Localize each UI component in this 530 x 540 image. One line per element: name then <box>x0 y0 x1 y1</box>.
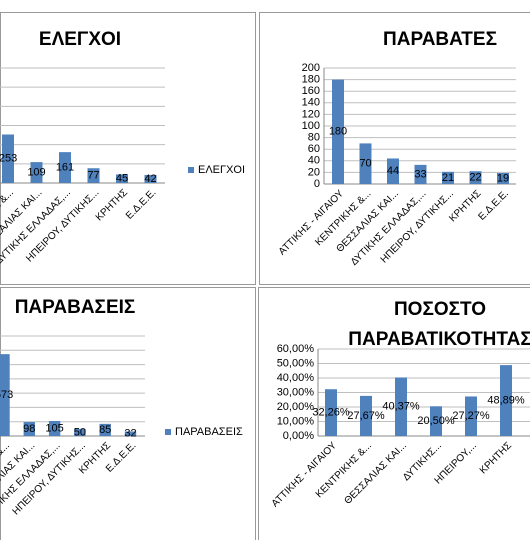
data-label: 19 <box>497 172 509 184</box>
data-label: 48,89% <box>487 394 525 406</box>
y-tick-label: 40 <box>308 155 320 167</box>
chart-title: ΠΑΡΑΒΑΣΕΙΣ <box>15 297 136 318</box>
panel <box>0 287 256 540</box>
chart-title: ΠΟΣΟΣΤΟ <box>394 299 486 320</box>
y-tick-label: 20,00% <box>277 401 315 413</box>
y-tick-label: 40,00% <box>277 372 315 384</box>
bar <box>497 172 509 184</box>
data-label: 32 <box>124 428 136 440</box>
data-label: 109 <box>27 166 45 178</box>
chart-title: ΠΑΡΑΒΑΤΕΣ <box>383 29 497 50</box>
legend-swatch <box>188 167 194 173</box>
chart-title: ΠΑΡΑΒΑΤΙΚΟΤΗΤΑΣ <box>348 329 530 350</box>
bar <box>387 158 399 184</box>
y-tick-label: 180 <box>302 74 320 86</box>
data-label: 85 <box>99 424 111 436</box>
x-tick-label: Ε.Δ.Ε.Ε. <box>476 188 511 223</box>
panel <box>258 287 530 540</box>
data-label: 22 <box>469 172 481 184</box>
bar <box>414 164 427 184</box>
y-tick-label: 30,00% <box>277 386 315 398</box>
y-tick-label: 120 <box>302 108 320 120</box>
bar <box>144 174 157 183</box>
x-tick-label: ΑΤΤΙΚΗΣ - ΑΙΓΑΙΟΥ <box>270 440 339 509</box>
bar <box>124 431 137 436</box>
data-label: 32,26% <box>312 407 350 419</box>
y-tick-label: 200 <box>302 62 320 74</box>
y-tick-label: 100 <box>302 120 320 132</box>
chart-title: ΕΛΕΓΧΟΙ <box>39 29 121 50</box>
y-tick-label: 10,00% <box>277 415 315 427</box>
data-label: 180 <box>329 126 347 138</box>
y-tick-label: 80 <box>308 132 320 144</box>
legend-label: ΠΑΡΑΒΑΣΕΙΣ <box>175 426 243 438</box>
data-label: 77 <box>87 170 99 182</box>
bar <box>442 171 454 184</box>
x-tick-label: Ε.Δ.Ε.Ε. <box>124 187 159 222</box>
data-label: 21 <box>442 172 454 184</box>
data-label: 161 <box>56 161 74 173</box>
x-tick-label: ΘΕΣΣΑΛΙΑΣ ΚΑΙ... <box>342 440 408 506</box>
data-label: 20,50% <box>417 415 455 427</box>
y-tick-label: 60,00% <box>277 343 315 355</box>
data-label: 40,37% <box>382 401 420 413</box>
data-label: 44 <box>387 165 399 177</box>
data-label: 27,67% <box>347 410 385 422</box>
data-label: 253 <box>0 153 17 165</box>
data-label: 573 <box>0 389 13 401</box>
y-tick-label: 50,00% <box>277 357 315 369</box>
bar <box>325 389 337 436</box>
data-label: 98 <box>23 423 35 435</box>
bar <box>395 377 407 436</box>
y-tick-label: 0 <box>314 178 320 190</box>
legend-swatch <box>165 429 171 435</box>
bar <box>2 134 14 183</box>
x-tick-label: ΚΡΗΤΗΣ <box>478 440 514 476</box>
bar <box>30 162 43 183</box>
bar <box>87 168 100 183</box>
bar <box>48 421 61 436</box>
bar <box>360 395 372 436</box>
bar <box>500 365 512 436</box>
y-tick-label: 140 <box>302 97 320 109</box>
data-label: 27,27% <box>452 410 490 422</box>
bar <box>59 152 71 183</box>
y-tick-label: 60 <box>308 143 320 155</box>
bar <box>469 171 482 184</box>
data-label: 42 <box>144 173 156 185</box>
y-tick-label: 0,00% <box>283 430 314 442</box>
bar <box>359 143 372 184</box>
panel <box>0 12 256 285</box>
bar <box>430 406 442 436</box>
y-tick-label: 160 <box>302 85 320 97</box>
x-tick-label: ΚΡΗΤΗΣ <box>94 187 130 223</box>
data-label: 50 <box>74 426 86 438</box>
bar <box>99 423 111 436</box>
legend-label: ΕΛΕΓΧΟΙ <box>198 164 245 176</box>
y-tick-label: 20 <box>308 166 320 178</box>
data-label: 70 <box>359 158 371 170</box>
data-label: 105 <box>45 422 63 434</box>
panel <box>259 12 530 285</box>
bar <box>23 422 35 436</box>
bar <box>332 79 344 184</box>
data-label: 45 <box>116 173 128 185</box>
bar <box>0 354 10 436</box>
bar <box>116 174 128 183</box>
bar <box>74 428 86 436</box>
data-label: 33 <box>414 168 426 180</box>
bar <box>465 396 477 436</box>
